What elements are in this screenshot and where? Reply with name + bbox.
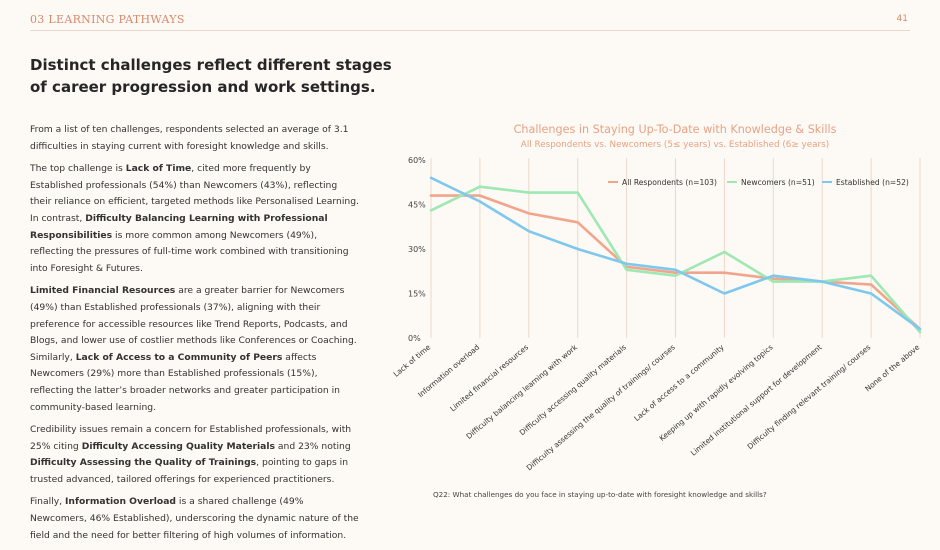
data-point xyxy=(430,209,432,212)
page-number: 41 xyxy=(896,14,908,24)
x-tick-label: Lack of time xyxy=(392,342,433,378)
y-tick-label: 60% xyxy=(408,156,426,165)
page-headline: Distinct challenges reflect different st… xyxy=(30,56,392,96)
section-label: 03 LEARNING PATHWAYS xyxy=(30,13,185,26)
chart-subtitle: All Respondents vs. Newcomers (5≤ years)… xyxy=(521,140,829,150)
y-tick-label: 45% xyxy=(408,201,426,210)
paragraph-credibility: Credibility issues remain a concern for … xyxy=(30,424,352,485)
paragraph-lack-of-time: The top challenge is Lack of Time, cited… xyxy=(30,163,359,274)
y-tick-label: 30% xyxy=(408,245,426,254)
line-chart: Challenges in Staying Up-To-Date with Kn… xyxy=(392,123,922,472)
series-lines xyxy=(429,176,922,334)
data-point xyxy=(625,262,628,265)
data-point xyxy=(919,328,921,330)
data-point xyxy=(723,292,726,295)
data-point xyxy=(430,176,432,179)
data-point xyxy=(479,194,481,197)
chart-legend: All Respondents (n=103) Newcomers (n=51) E… xyxy=(608,178,909,187)
data-point xyxy=(674,274,677,277)
data-point xyxy=(870,274,872,277)
data-point xyxy=(479,185,481,188)
paragraph-overload: Finally, Information Overload is a share… xyxy=(30,496,359,541)
legend-label: All Respondents (n=103) xyxy=(622,178,717,187)
data-point xyxy=(772,274,775,277)
data-point xyxy=(821,280,824,283)
data-point xyxy=(723,271,726,274)
data-point xyxy=(772,280,775,283)
paragraph-financial: Limited Financial Resources are a greate… xyxy=(30,285,357,413)
data-point xyxy=(772,277,775,280)
paragraph-intro: From a list of ten challenges, responden… xyxy=(30,124,349,152)
x-tick-label: None of the above xyxy=(863,342,921,393)
data-point xyxy=(576,248,579,250)
data-point xyxy=(576,191,579,194)
data-point xyxy=(527,191,530,194)
x-tick-label: Limited financial resources xyxy=(448,343,530,414)
data-point xyxy=(919,331,921,333)
y-tick-labels: 0% 15% 30% 45% 60% xyxy=(408,156,426,343)
data-point xyxy=(674,268,677,271)
legend-label: Newcomers (n=51) xyxy=(741,178,815,187)
x-tick-label: Lack of access to a community xyxy=(632,342,726,423)
data-point xyxy=(723,251,726,253)
data-point xyxy=(870,283,872,286)
y-tick-label: 15% xyxy=(408,290,426,299)
data-point xyxy=(576,221,579,224)
data-point xyxy=(479,200,481,203)
data-point xyxy=(674,271,677,274)
data-point xyxy=(527,230,530,233)
data-point xyxy=(430,194,432,197)
data-point xyxy=(870,292,872,295)
survey-question-footnote: Q22: What challenges do you face in stay… xyxy=(433,490,767,499)
data-point xyxy=(527,212,530,215)
legend-label: Established (n=52) xyxy=(836,178,909,187)
x-tick-label: Difficulty accessing quality materials xyxy=(518,343,628,438)
chart-title: Challenges in Staying Up-To-Date with Kn… xyxy=(514,123,837,136)
body-text: From a list of ten challenges, responden… xyxy=(30,122,360,550)
y-tick-label: 0% xyxy=(408,334,421,343)
data-point xyxy=(625,268,628,271)
header-divider xyxy=(30,30,910,31)
